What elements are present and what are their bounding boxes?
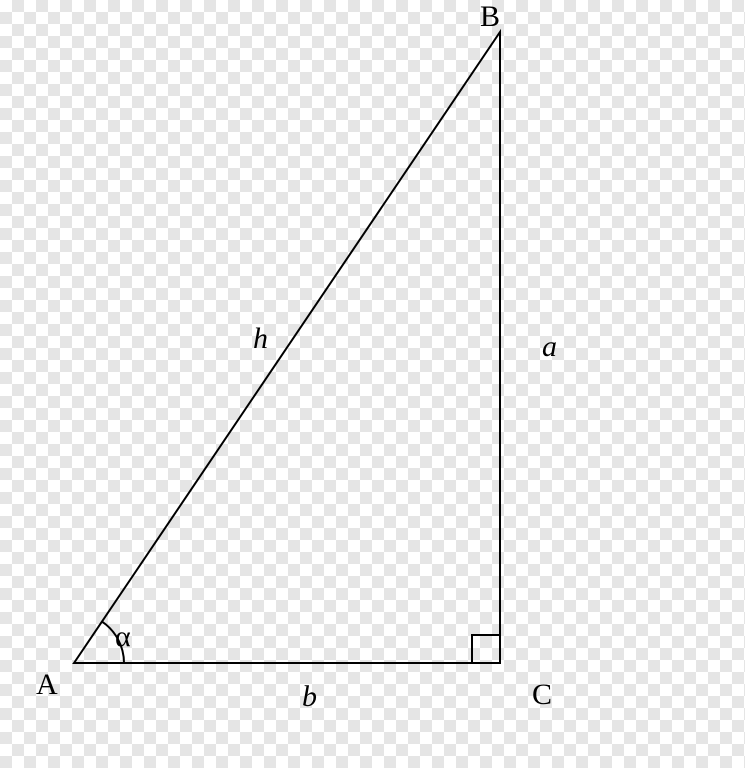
triangle-outline xyxy=(74,32,500,663)
vertex-b-label: B xyxy=(480,0,500,34)
vertex-a-label: A xyxy=(36,668,58,702)
right-angle-marker xyxy=(472,635,500,663)
side-h-label: h xyxy=(253,322,268,356)
angle-alpha-label: α xyxy=(115,620,131,654)
vertex-c-label: C xyxy=(532,678,552,712)
side-a-label: a xyxy=(542,330,557,364)
side-b-label: b xyxy=(302,680,317,714)
triangle-diagram xyxy=(0,0,745,768)
